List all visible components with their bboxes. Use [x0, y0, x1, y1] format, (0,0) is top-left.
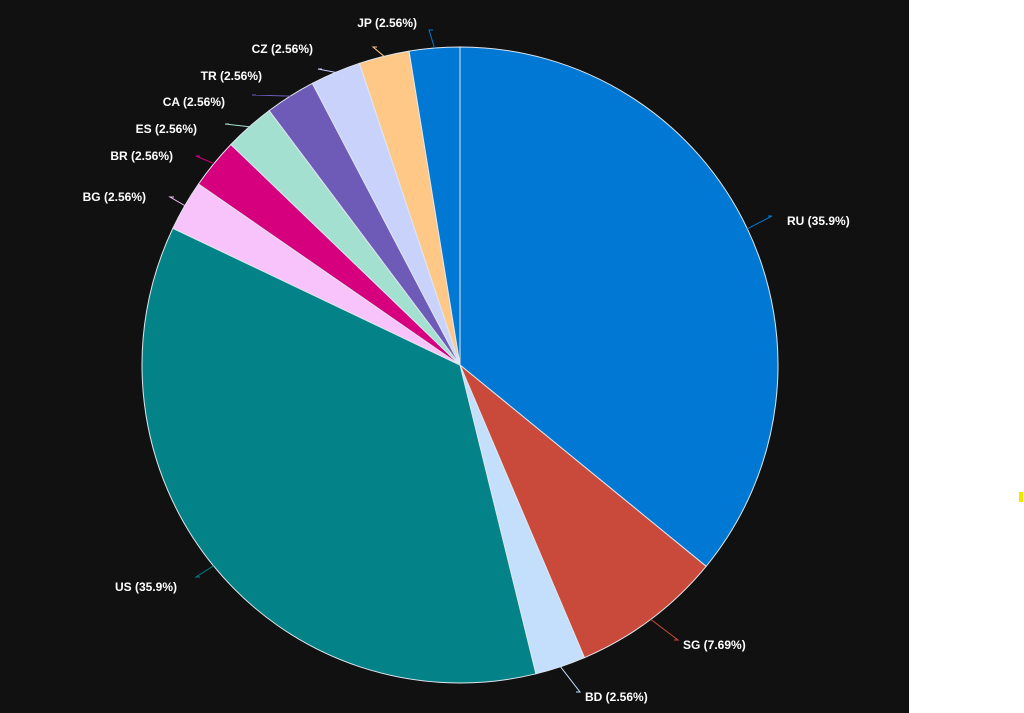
data-label-us: US (35.9%) [115, 580, 177, 594]
data-label-jp: JP (2.56%) [357, 16, 417, 30]
data-label-es: ES (2.56%) [136, 122, 197, 136]
leader-line-sg [650, 618, 680, 641]
pie-slices [141, 46, 779, 684]
chart-panel: RU (35.9%) SG (7.69%) BD (2.56%) US (35.9%)… [0, 0, 909, 713]
leader-line-bg [168, 196, 186, 207]
side-marker [1019, 492, 1023, 502]
leader-line-br [195, 155, 215, 165]
data-label-ca: CA (2.56%) [163, 95, 225, 109]
leader-line-ca [251, 94, 291, 97]
leader-line-jp [428, 29, 435, 49]
data-label-bd: BD (2.56%) [585, 690, 648, 704]
data-label-tr: TR (2.56%) [201, 69, 262, 83]
leader-line-ru [747, 215, 773, 230]
pie-labels: RU (35.9%) SG (7.69%) BD (2.56%) US (35.9%)… [83, 16, 850, 704]
pie-slice-us[interactable] [141, 227, 537, 684]
data-label-br: BR (2.56%) [110, 149, 173, 163]
data-label-sg: SG (7.69%) [683, 638, 746, 652]
data-label-ru: RU (35.9%) [787, 214, 850, 228]
leader-line-bd [560, 666, 582, 693]
leader-line-us [194, 565, 214, 578]
leader-line-es [224, 123, 250, 128]
data-label-bg: BG (2.56%) [83, 190, 146, 204]
data-label-cz: CZ (2.56%) [252, 42, 313, 56]
pie-chart: RU (35.9%) SG (7.69%) BD (2.56%) US (35.9%)… [83, 16, 850, 704]
leader-line-tr [317, 68, 336, 73]
leader-line-cz [371, 46, 385, 57]
pie-slice-ru[interactable] [459, 46, 779, 568]
pie-slice-sg[interactable] [459, 364, 707, 659]
